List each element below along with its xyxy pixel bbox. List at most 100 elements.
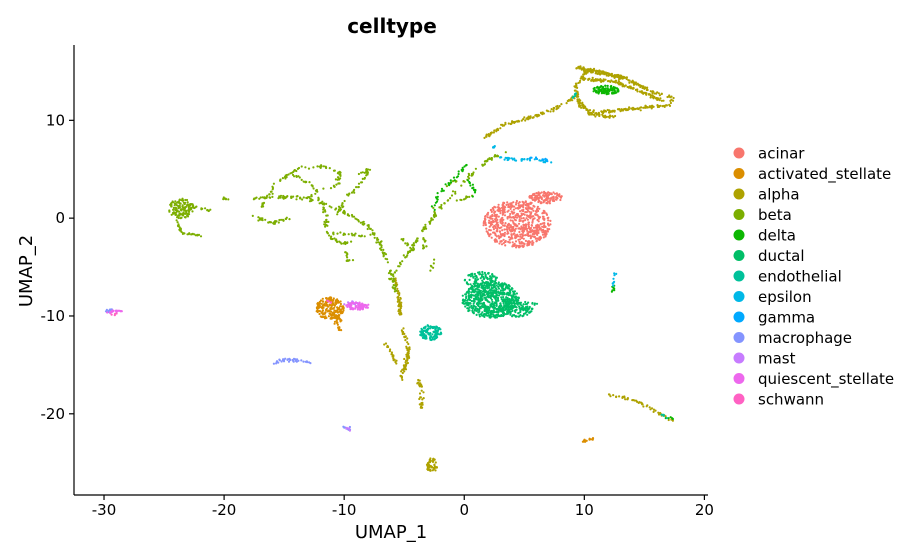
data-point: [367, 224, 370, 227]
data-point: [472, 294, 475, 297]
data-point: [187, 212, 190, 215]
data-point: [520, 119, 523, 122]
series-ductal: [461, 270, 539, 319]
data-point: [668, 104, 672, 107]
data-point: [506, 287, 509, 290]
legend-label: activated_stellate: [758, 165, 891, 184]
data-point: [466, 179, 469, 182]
data-point: [281, 177, 284, 180]
data-point: [481, 273, 484, 276]
data-point: [508, 215, 511, 218]
data-point: [174, 208, 177, 212]
data-point: [498, 304, 501, 307]
data-point: [482, 286, 485, 289]
data-point: [468, 306, 471, 309]
data-point: [513, 222, 516, 225]
legend-marker: [733, 147, 745, 159]
data-point: [607, 72, 610, 75]
y-tick-label: 10: [46, 111, 65, 129]
data-point: [180, 199, 183, 202]
data-point: [609, 80, 612, 83]
data-point: [628, 85, 631, 88]
data-point: [292, 360, 295, 363]
data-point: [284, 177, 287, 180]
data-point: [324, 225, 327, 228]
data-point: [431, 218, 434, 221]
data-point: [494, 213, 497, 216]
data-point: [546, 222, 550, 225]
data-point: [369, 233, 372, 236]
data-point: [581, 103, 584, 107]
data-point: [486, 291, 489, 294]
legend-marker: [733, 209, 745, 220]
data-point: [671, 417, 674, 420]
series-macrophage: [104, 308, 352, 431]
data-point: [363, 171, 366, 174]
data-point: [494, 287, 497, 290]
data-point: [657, 92, 661, 95]
data-point: [531, 235, 534, 238]
data-point: [505, 284, 508, 287]
data-point: [624, 84, 627, 87]
data-point: [178, 213, 181, 216]
data-point: [592, 68, 595, 72]
data-point: [467, 304, 470, 307]
data-point: [613, 274, 616, 277]
data-point: [495, 155, 498, 158]
data-point: [530, 224, 534, 227]
data-point: [418, 397, 421, 401]
data-point: [382, 252, 385, 255]
data-point: [302, 196, 305, 199]
data-point: [518, 204, 522, 207]
data-point: [524, 307, 527, 311]
data-point: [267, 221, 270, 224]
data-point: [375, 241, 378, 244]
data-point: [495, 314, 498, 317]
series-endothelial: [419, 92, 668, 420]
legend-label: schwann: [758, 391, 824, 409]
data-point: [179, 228, 182, 231]
data-point: [548, 228, 551, 231]
data-point: [539, 223, 542, 226]
data-point: [532, 204, 535, 207]
data-point: [404, 242, 407, 245]
data-point: [175, 213, 178, 216]
data-point: [512, 208, 516, 211]
data-point: [502, 291, 505, 295]
data-point: [345, 427, 348, 430]
data-point: [519, 215, 522, 218]
data-point: [271, 192, 274, 195]
data-point: [327, 220, 330, 223]
data-point: [275, 361, 278, 364]
data-point: [501, 205, 504, 209]
data-point: [546, 160, 549, 163]
data-point: [496, 313, 500, 316]
chart-title: celltype: [347, 14, 437, 38]
data-point: [177, 216, 180, 220]
data-point: [669, 101, 673, 105]
data-point: [389, 348, 392, 351]
data-point: [615, 91, 618, 94]
data-point: [518, 305, 521, 308]
points-layer: [104, 65, 675, 472]
data-point: [501, 287, 504, 290]
data-point: [552, 191, 555, 194]
data-point: [491, 284, 494, 287]
data-point: [667, 418, 670, 422]
data-point: [490, 303, 493, 306]
data-point: [186, 214, 189, 217]
data-point: [331, 302, 334, 305]
data-point: [494, 218, 497, 221]
data-point: [427, 324, 430, 327]
data-point: [483, 294, 486, 297]
data-point: [639, 85, 642, 89]
data-point: [586, 68, 589, 71]
data-point: [429, 335, 432, 338]
series-gamma: [528, 156, 549, 163]
data-point: [645, 106, 649, 109]
data-point: [610, 110, 613, 113]
data-point: [304, 360, 307, 363]
data-point: [342, 242, 345, 245]
data-point: [479, 305, 482, 308]
data-point: [522, 217, 525, 220]
